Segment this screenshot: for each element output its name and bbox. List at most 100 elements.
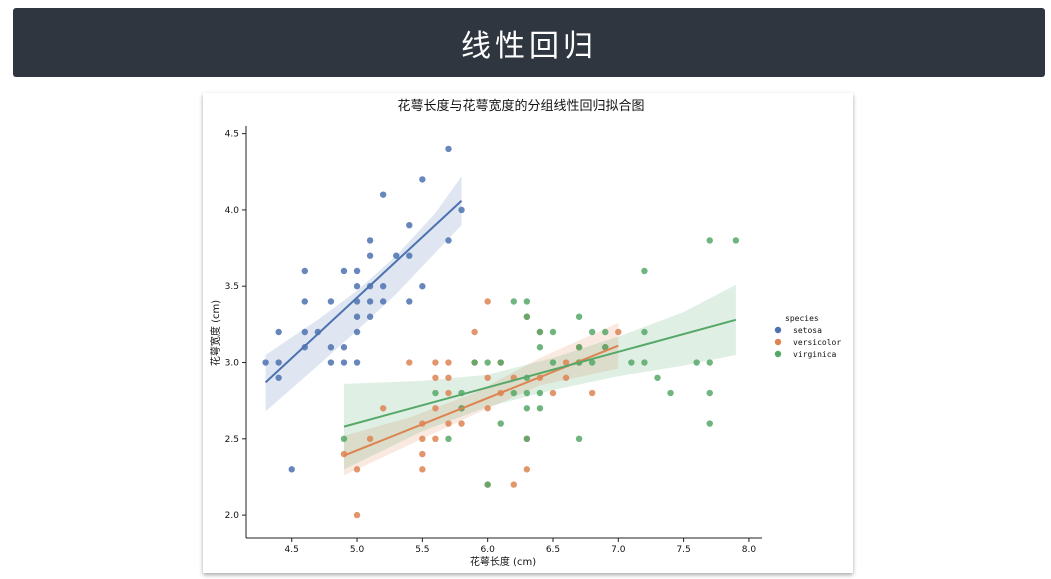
virginica-point xyxy=(340,435,348,443)
versicolor-point xyxy=(562,359,570,366)
setosa-point xyxy=(327,344,335,351)
virginica-point xyxy=(575,313,583,320)
setosa-point xyxy=(366,237,374,244)
chart-figure: 花萼长度与花萼宽度的分组线性回归拟合图 4.5 5.0 5.5 6.0 6.5 7.0 7.… xyxy=(203,93,853,573)
versicolor-point xyxy=(458,420,465,427)
x-tick-label: 6.0 xyxy=(481,545,496,555)
x-tick-label: 6.5 xyxy=(546,545,560,555)
virginica-point xyxy=(484,481,491,488)
versicolor-point xyxy=(588,389,596,397)
versicolor-point xyxy=(484,298,491,305)
setosa-point xyxy=(353,283,361,290)
setosa-point xyxy=(353,267,361,275)
virginica-point xyxy=(575,435,583,443)
confidence-bands xyxy=(265,176,736,476)
x-tick-label: 5.0 xyxy=(350,545,365,555)
x-tick-label: 4.5 xyxy=(285,545,299,555)
virginica-point xyxy=(706,359,713,366)
virginica-point xyxy=(523,389,531,397)
virginica-point xyxy=(588,359,596,366)
setosa-point xyxy=(366,252,374,259)
versicolor-ci-band xyxy=(343,322,619,476)
setosa-point xyxy=(406,221,413,229)
setosa-point xyxy=(301,328,308,336)
virginica-point xyxy=(706,237,713,244)
page-title: 线性回归 xyxy=(461,28,597,64)
x-tick-label: 8.0 xyxy=(742,545,757,555)
versicolor-point xyxy=(484,374,491,381)
virginica-point xyxy=(602,328,609,336)
setosa-point xyxy=(275,359,282,366)
virginica-point xyxy=(641,359,648,366)
versicolor-point xyxy=(419,435,426,443)
virginica-point xyxy=(510,389,517,397)
versicolor-legend-marker xyxy=(774,338,782,346)
versicolor-point xyxy=(432,374,439,381)
setosa-fit-line xyxy=(264,200,463,384)
virginica-point xyxy=(641,328,648,336)
virginica-point xyxy=(706,420,713,427)
versicolor-point xyxy=(445,374,452,381)
setosa-point xyxy=(379,283,387,290)
setosa-point xyxy=(393,252,400,259)
versicolor-point xyxy=(432,405,439,412)
setosa-point xyxy=(340,359,348,366)
legend-title: species xyxy=(785,314,819,323)
scatter-points xyxy=(262,145,740,519)
versicolor-point xyxy=(445,420,452,427)
virginica-point xyxy=(471,359,478,366)
setosa-point xyxy=(327,359,335,366)
versicolor-point xyxy=(379,405,387,412)
setosa-point xyxy=(379,191,387,198)
versicolor-point xyxy=(445,389,452,397)
versicolor-point xyxy=(353,511,361,519)
y-tick-label: 2.5 xyxy=(225,435,239,445)
virginica-point xyxy=(497,359,504,366)
versicolor-point xyxy=(432,435,439,443)
versicolor-point xyxy=(549,389,557,397)
setosa-point xyxy=(379,298,387,305)
versicolor-point xyxy=(432,359,439,366)
setosa-point xyxy=(406,298,413,305)
virginica-point xyxy=(549,359,557,366)
setosa-point xyxy=(275,328,282,336)
virginica-point xyxy=(484,359,491,366)
chart-svg: 花萼长度与花萼宽度的分组线性回归拟合图 4.5 5.0 5.5 6.0 6.5 7.0 7.… xyxy=(209,98,841,568)
versicolor-point xyxy=(562,374,570,381)
page-header: 线性回归 xyxy=(13,8,1045,77)
virginica-point xyxy=(536,328,544,336)
virginica-fit-line xyxy=(343,318,737,428)
virginica-point xyxy=(536,405,544,412)
virginica-point xyxy=(523,313,531,320)
setosa-point xyxy=(340,267,348,275)
versicolor-point xyxy=(615,328,622,336)
versicolor-point xyxy=(406,359,413,366)
x-axis-label: 花萼长度 (cm) xyxy=(470,555,536,568)
setosa-legend-marker xyxy=(774,326,782,334)
setosa-point xyxy=(353,313,361,320)
setosa-point xyxy=(262,359,269,366)
x-ticks: 4.5 5.0 5.5 6.0 6.5 7.0 7.5 8.0 xyxy=(285,538,757,555)
virginica-point xyxy=(654,374,661,381)
virginica-legend-label: virginica xyxy=(793,350,837,359)
versicolor-point xyxy=(523,466,531,473)
setosa-point xyxy=(366,298,374,305)
versicolor-point xyxy=(419,466,426,473)
chart-title: 花萼长度与花萼宽度的分组线性回归拟合图 xyxy=(397,98,644,114)
setosa-point xyxy=(419,176,426,183)
legend: species setosa versicolor virginica xyxy=(774,314,841,359)
versicolor-point xyxy=(484,405,491,412)
virginica-point xyxy=(732,237,740,244)
setosa-point xyxy=(445,237,452,244)
versicolor-point xyxy=(419,450,426,458)
virginica-point xyxy=(575,344,583,351)
setosa-point xyxy=(275,374,282,381)
regression-lines xyxy=(264,200,737,457)
virginica-point xyxy=(445,435,452,443)
versicolor-point xyxy=(471,328,478,336)
virginica-point xyxy=(536,344,544,351)
y-tick-label: 2.0 xyxy=(225,511,240,521)
virginica-point xyxy=(628,359,635,366)
setosa-point xyxy=(353,359,361,366)
y-tick-label: 3.5 xyxy=(225,282,239,292)
